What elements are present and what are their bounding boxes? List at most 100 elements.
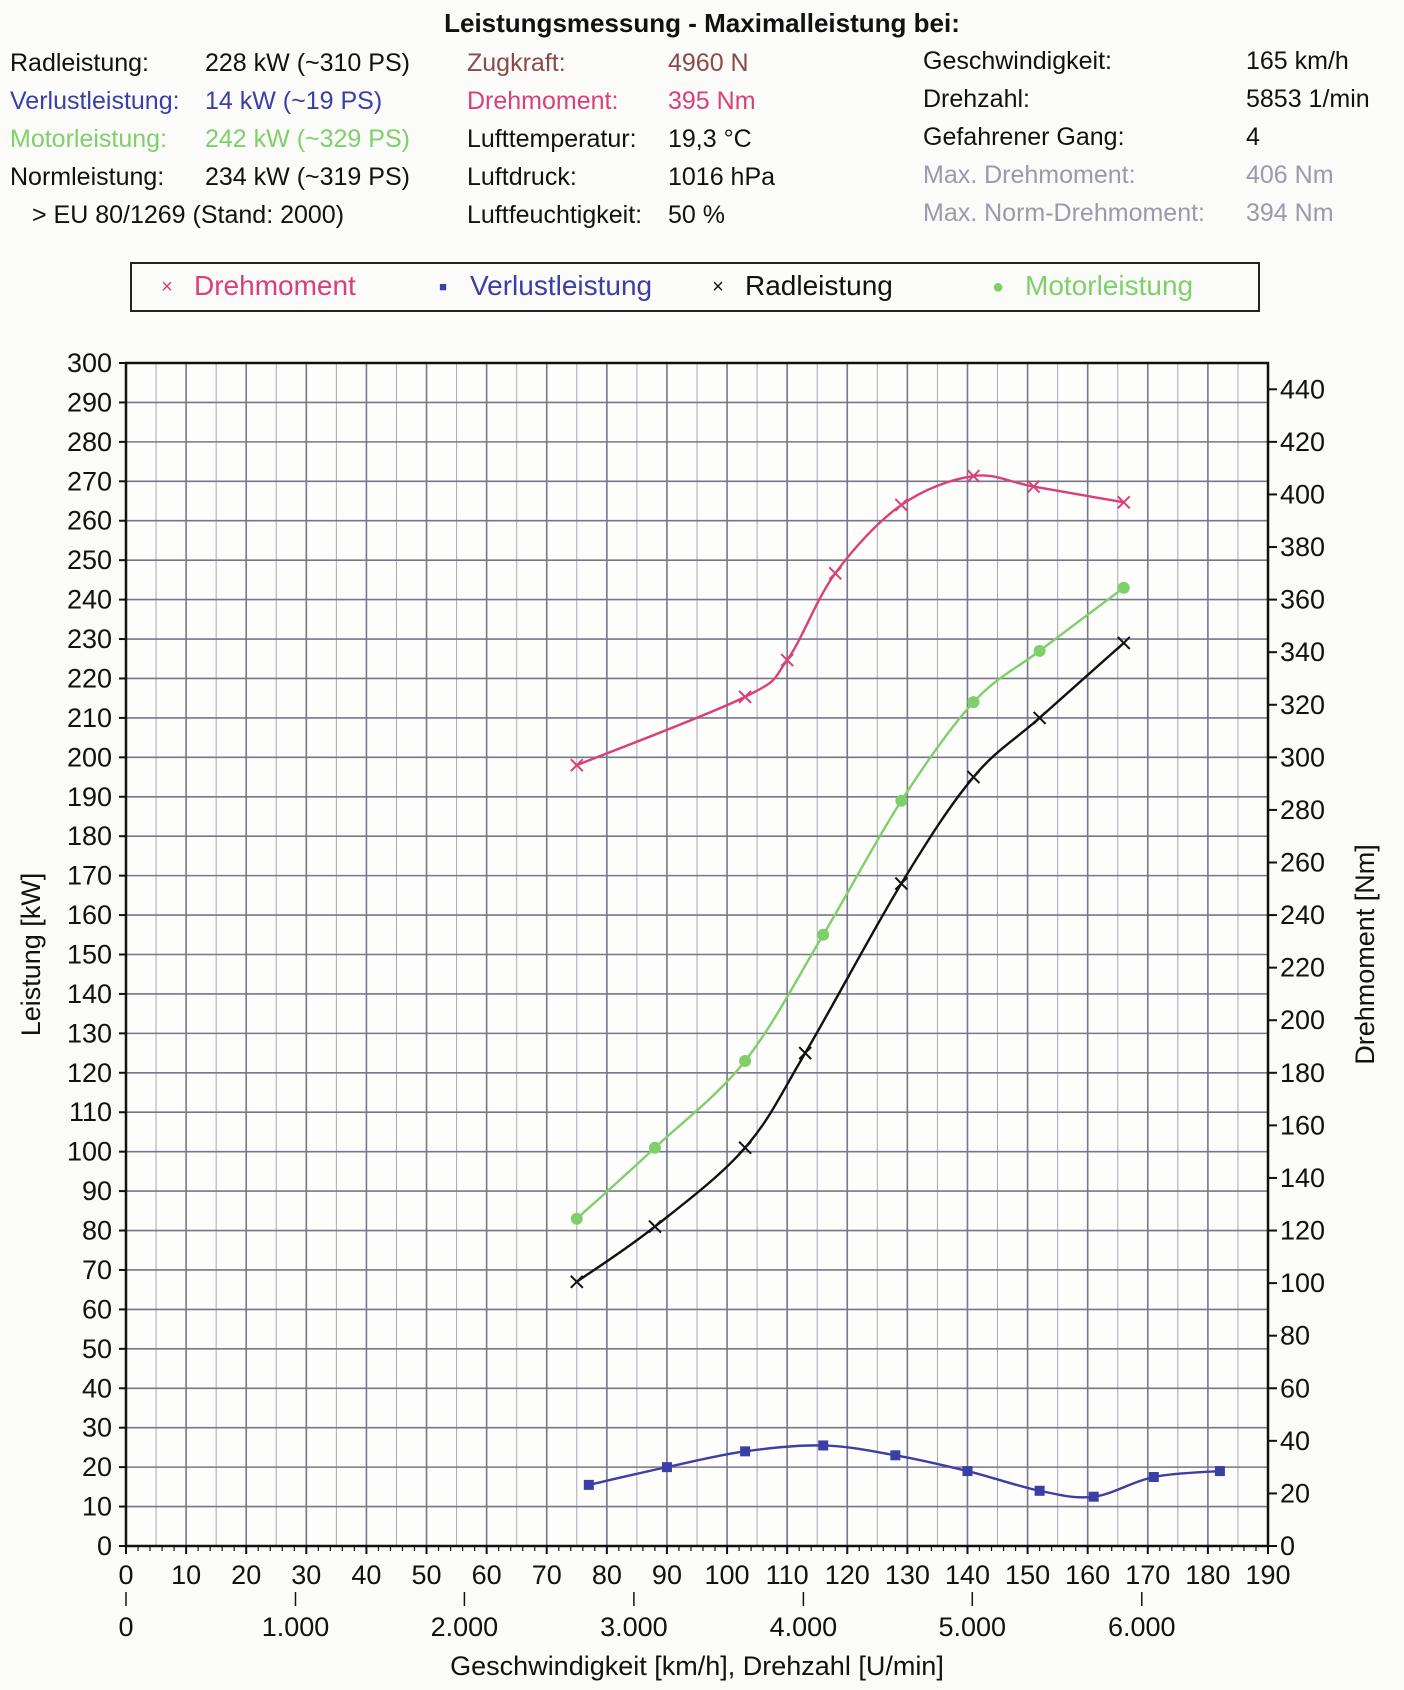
data-point-radleistung [894,876,909,891]
data-point-motorleistung [648,1141,661,1154]
x-tick-label: 160 [1065,1560,1110,1590]
y-tick-label: 50 [82,1334,112,1364]
y2-axis-title: Drehmoment [Nm] [1350,844,1380,1065]
y-tick-label: 70 [82,1255,112,1285]
data-point-drehmoment [966,469,981,483]
y-tick-label: 230 [67,624,112,654]
y2-tick-label: 260 [1280,847,1325,877]
x-tick-label: 180 [1185,1560,1230,1590]
y-tick-label: 200 [67,742,112,772]
x-tick-label: 190 [1245,1560,1290,1590]
data-point-radleistung [1117,636,1131,650]
data-point-drehmoment [894,498,909,512]
data-point-drehmoment [1026,479,1041,494]
data-point-motorleistung [739,1054,752,1067]
info-value: 242 kW (~329 PS) [205,125,410,153]
data-point-radleistung [1032,711,1047,725]
y-tick-label: 300 [67,348,112,378]
y-tick-label: 250 [67,545,112,575]
info-value: 4960 N [668,49,749,77]
y2-tick-label: 40 [1280,1426,1310,1456]
norm-note: > EU 80/1269 (Stand: 2000) [32,201,345,229]
y2-tick-label: 280 [1280,795,1325,825]
y2-tick-label: 120 [1280,1216,1325,1246]
x-tick-label: 50 [412,1560,442,1590]
y-tick-label: 280 [67,427,112,457]
x-tick-label: 70 [532,1560,562,1590]
data-point-verlustleistung [962,1466,973,1477]
y2-tick-label: 440 [1280,374,1325,404]
info-value: 228 kW (~310 PS) [205,49,410,77]
info-value: 165 km/h [1246,47,1349,75]
rpm-tick-label: 3.000 [600,1612,668,1642]
info-label: Motorleistung: [10,125,168,153]
y2-tick-label: 180 [1280,1058,1325,1088]
info-value: 394 Nm [1246,199,1334,227]
info-label: Max. Drehmoment: [923,161,1136,189]
y-tick-label: 260 [67,506,112,536]
info-value: 14 kW (~19 PS) [205,87,383,115]
info-label: Luftfeuchtigkeit: [467,201,643,229]
rpm-tick-label: 4.000 [770,1612,838,1642]
data-point-motorleistung [1117,581,1130,594]
x-tick-label: 40 [351,1560,381,1590]
y2-tick-label: 60 [1280,1373,1310,1403]
info-label: Radleistung: [10,49,149,77]
y-tick-label: 80 [82,1216,112,1246]
y-tick-label: 90 [82,1176,112,1206]
y2-tick-label: 20 [1280,1478,1310,1508]
info-label: Luftdruck: [467,163,577,191]
info-label: Drehmoment: [467,87,619,115]
x-tick-label: 100 [705,1560,750,1590]
x-tick-label: 20 [231,1560,261,1590]
data-point-radleistung [648,1219,662,1234]
y-axis-title: Leistung [kW] [16,873,46,1037]
data-point-radleistung [738,1141,752,1155]
x-axis-title: Geschwindigkeit [km/h], Drehzahl [U/min] [450,1651,944,1681]
y-tick-label: 10 [82,1492,112,1522]
data-point-motorleistung [967,696,980,709]
legend-marker-icon: ● [991,276,1005,298]
y2-tick-label: 420 [1280,427,1325,457]
rpm-tick-label: 6.000 [1108,1612,1176,1642]
y-tick-label: 130 [67,1018,112,1048]
x-tick-label: 150 [1005,1560,1050,1590]
x-tick-label: 120 [825,1560,870,1590]
data-point-motorleistung [1033,644,1046,657]
y-tick-label: 20 [82,1452,112,1482]
x-tick-label: 170 [1125,1560,1170,1590]
data-point-radleistung [798,1046,812,1060]
info-value: 5853 1/min [1246,85,1370,113]
info-value: 1016 hPa [668,163,776,191]
legend-item: ■ Verlustleistung [432,270,652,302]
y2-tick-label: 220 [1280,953,1325,983]
y-tick-label: 210 [67,703,112,733]
x-tick-label: 60 [472,1560,502,1590]
rpm-tick-label: 2.000 [431,1612,499,1642]
legend-label: Drehmoment [194,270,356,301]
y2-tick-label: 80 [1280,1321,1310,1351]
info-value: 4 [1246,123,1260,151]
x-tick-label: 140 [945,1560,990,1590]
y-tick-label: 150 [67,940,112,970]
info-label: Verlustleistung: [10,87,180,115]
info-label: Max. Norm-Drehmoment: [923,199,1205,227]
data-point-drehmoment [738,690,752,704]
legend-marker-icon: ■ [439,279,447,294]
y-tick-label: 270 [67,466,112,496]
data-point-motorleistung [895,794,908,807]
series-line-motorleistung [575,586,1125,1220]
legend-label: Radleistung [745,270,893,301]
info-label: Normleistung: [10,163,165,191]
data-point-verlustleistung [818,1440,829,1451]
y-tick-label: 190 [67,782,112,812]
y-tick-label: 160 [67,900,112,930]
y-tick-label: 0 [97,1531,112,1561]
rpm-tick-label: 0 [118,1612,133,1642]
y2-tick-label: 340 [1280,637,1325,667]
data-point-radleistung [966,770,981,784]
x-tick-label: 30 [291,1560,321,1590]
data-point-motorleistung [817,928,830,941]
y2-tick-label: 360 [1280,585,1325,615]
